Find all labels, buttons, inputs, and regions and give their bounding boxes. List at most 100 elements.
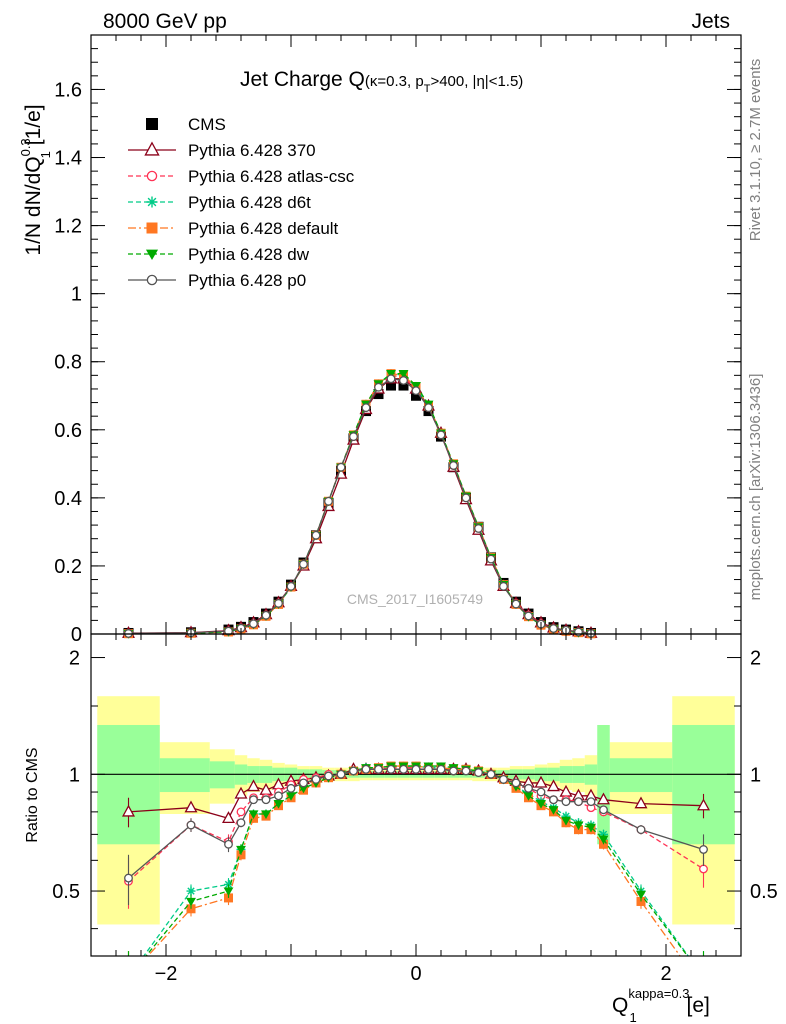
point-pythia-6-428-p0 — [424, 403, 433, 413]
ratio-series-pythia-6-428-p0 — [124, 764, 708, 906]
point-pythia-6-428-dw — [386, 370, 396, 379]
legend-label: Pythia 6.428 dw — [188, 245, 310, 264]
undefined-y-tick-label: 0.4 — [54, 488, 82, 510]
ratio-point-pythia-6-428-370 — [547, 779, 560, 792]
ratio-point-pythia-6-428-dw — [298, 784, 309, 794]
ratio-point-pythia-6-428-370 — [122, 804, 135, 817]
ratio-point-pythia-6-428-atlas-csc — [236, 807, 246, 817]
point-pythia-6-428-p0 — [349, 432, 358, 442]
ratio-point-pythia-6-428-370 — [697, 798, 710, 811]
legend-label: Pythia 6.428 d6t — [188, 193, 311, 212]
ratio-point-pythia-6-428-dw — [536, 800, 546, 809]
ratio-point-pythia-6-428-d6t — [561, 811, 571, 821]
ratio-point-pythia-6-428-p0 — [261, 795, 271, 805]
ratio-axis-frame: 0.5 0.5 1 1 2 2 −2 0 2 — [52, 633, 778, 985]
ratio-y-tick-label-right: 2 — [750, 648, 761, 670]
point-pythia-6-428-p0 — [524, 611, 533, 621]
plot-title-cuts: (κ=0.3, p — [365, 73, 424, 90]
point-pythia-6-428-p0 — [361, 403, 371, 413]
legend-entry-pythia-6-428-atlas-csc: Pythia 6.428 atlas-csc — [128, 167, 355, 186]
point-cms — [411, 390, 421, 401]
point-pythia-6-428-p0 — [286, 581, 296, 591]
point-pythia-6-428-p0 — [324, 496, 333, 506]
ratio-y-tick-label: 2 — [69, 648, 80, 670]
point-pythia-6-428-p0 — [336, 462, 346, 472]
mcplots-label: mcplots.cern.ch [arXiv:1306.3436] — [747, 374, 764, 601]
point-cms — [398, 380, 409, 391]
legend-marker — [146, 274, 158, 286]
ratio-point-pythia-6-428-p0 — [599, 805, 608, 815]
point-pythia-6-428-p0 — [299, 559, 308, 569]
main-y-axis-label-text: 1/N dN/dQ — [22, 156, 45, 255]
x-axis-label-sub: 1 — [629, 1010, 636, 1024]
ratio-y-tick-label-right: 0.5 — [750, 881, 778, 903]
point-pythia-6-428-p0 — [549, 624, 558, 633]
legend-marker — [146, 118, 158, 130]
ratio-point-pythia-6-428-d6t — [186, 886, 196, 896]
undefined-y-tick-label: 0.6 — [54, 420, 82, 442]
legend-entry-pythia-6-428-dw: Pythia 6.428 dw — [128, 245, 310, 264]
point-pythia-6-428-p0 — [499, 581, 508, 591]
point-pythia-6-428-p0 — [486, 554, 496, 564]
point-pythia-6-428-p0 — [474, 524, 483, 533]
ratio-point-pythia-6-428-p0 — [311, 774, 321, 784]
ratio-point-pythia-6-428-dw — [273, 800, 284, 809]
ratio-point-pythia-6-428-d6t — [699, 973, 708, 982]
ratio-point-pythia-6-428-p0 — [349, 766, 358, 776]
legend-entry-cms: CMS — [146, 115, 226, 134]
ratio-point-pythia-6-428-p0 — [436, 764, 446, 774]
ratio-point-pythia-6-428-370 — [534, 775, 548, 788]
point-pythia-6-428-dw — [411, 381, 421, 391]
point-cms — [373, 389, 384, 400]
x-axis-label-unit: [e] — [681, 994, 710, 1017]
ratio-y-tick-label: 1 — [69, 764, 80, 786]
ratio-point-pythia-6-428-p0 — [249, 795, 258, 805]
main-axis-frame: 0 0.2 0.4 0.6 0.8 1 1.2 1.4 1.6 — [54, 34, 742, 646]
main-panel: 0 0.2 0.4 0.6 0.8 1 1.2 1.4 1.6 Jet Charge Q(κ=0… — [18, 34, 742, 646]
point-pythia-6-428-p0 — [249, 619, 258, 629]
point-pythia-6-428-p0 — [461, 493, 471, 503]
ratio-panel: 0.5 0.5 1 1 2 2 −2 0 2 Ratio to CMS Qkappa=0.3 1 … — [24, 633, 778, 1024]
ratio-point-pythia-6-428-p0 — [574, 797, 583, 807]
ratio-point-pythia-6-428-370 — [222, 811, 235, 824]
ratio-point-pythia-6-428-p0 — [274, 791, 283, 801]
rivet-version-label: Rivet 3.1.10, ≥ 2.7M events — [747, 59, 764, 242]
ratio-point-pythia-6-428-p0 — [236, 818, 246, 828]
ratio-point-pythia-6-428-dw — [598, 835, 609, 845]
ratio-y-tick-label: 0.5 — [52, 881, 80, 903]
ratio-point-pythia-6-428-p0 — [561, 797, 571, 807]
ratio-point-pythia-6-428-default — [699, 984, 708, 993]
x-tick-label: 2 — [660, 963, 671, 985]
analysis-watermark: CMS_2017_I1605749 — [347, 591, 483, 607]
ratio-point-pythia-6-428-dw — [548, 806, 559, 815]
legend-entry-pythia-6-428-370: Pythia 6.428 370 — [128, 141, 316, 160]
point-pythia-6-428-p0 — [261, 610, 271, 620]
point-pythia-6-428-p0 — [449, 461, 458, 470]
ratio-point-pythia-6-428-p0 — [499, 774, 508, 784]
point-pythia-6-428-p0 — [574, 627, 583, 637]
legend-entry-pythia-6-428-p0: Pythia 6.428 p0 — [128, 271, 306, 290]
ratio-point-pythia-6-428-p0 — [699, 845, 708, 854]
x-axis-label: Qkappa=0.3 1 [e] — [612, 986, 710, 1024]
ratio-point-pythia-6-428-p0 — [336, 769, 346, 779]
ratio-point-pythia-6-428-p0 — [361, 764, 371, 774]
ratio-point-pythia-6-428-p0 — [511, 778, 521, 788]
plot-title-main: Jet Charge Q — [240, 68, 365, 91]
legend: CMS Pythia 6.428 370 Pythia 6.428 atlas-cs… — [128, 115, 355, 290]
ratio-point-pythia-6-428-370 — [234, 786, 248, 799]
legend-marker — [144, 141, 160, 156]
undefined-y-tick-label: 0.8 — [54, 352, 82, 374]
plot-title-cuts-tail: >400, |η|<1.5) — [430, 73, 523, 90]
legend-entry-pythia-6-428-d6t: Pythia 6.428 d6t — [128, 193, 311, 212]
ratio-point-pythia-6-428-dw — [236, 845, 246, 855]
ratio-point-pythia-6-428-p0 — [399, 764, 408, 774]
undefined-y-tick-label: 1.2 — [54, 216, 82, 238]
ratio-point-pythia-6-428-p0 — [224, 839, 233, 849]
legend-label: Pythia 6.428 p0 — [188, 271, 306, 290]
main-y-axis-label: 1/N dN/dQ0.3 1 [1/e] — [18, 104, 53, 255]
ratio-point-pythia-6-428-dw — [586, 823, 596, 833]
point-pythia-6-428-p0 — [436, 430, 446, 440]
ratio-point-pythia-6-428-dw — [286, 792, 296, 801]
ratio-point-pythia-6-428-p0 — [374, 764, 383, 774]
main-y-axis-label-sub: 1 — [38, 151, 53, 158]
